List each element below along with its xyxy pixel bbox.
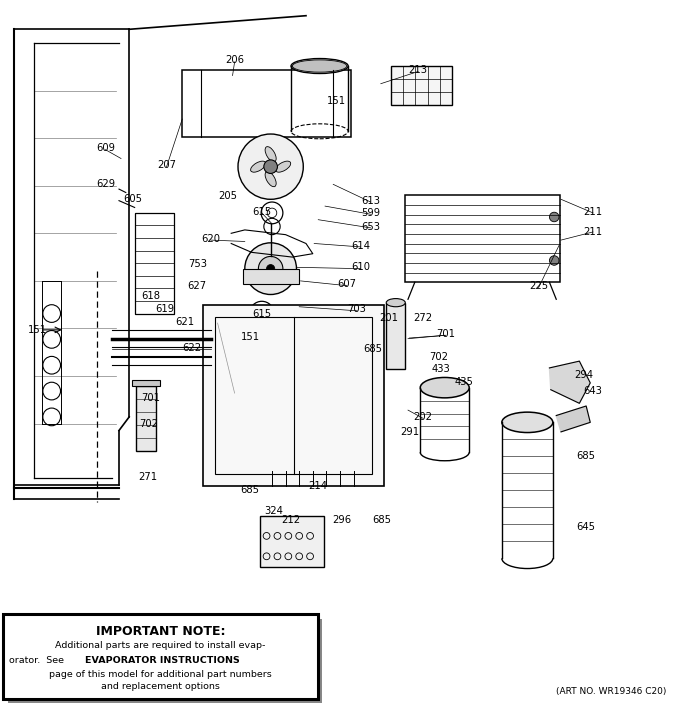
Text: 212: 212 — [282, 515, 301, 525]
Bar — [260, 515, 324, 566]
Text: 753: 753 — [188, 259, 207, 269]
Ellipse shape — [251, 161, 266, 172]
Text: 609: 609 — [96, 144, 115, 153]
Text: page of this model for additional part numbers: page of this model for additional part n… — [49, 670, 272, 679]
Text: Additional parts are required to install evap-: Additional parts are required to install… — [55, 642, 266, 650]
Bar — [386, 302, 405, 369]
Text: 294: 294 — [574, 370, 593, 380]
Circle shape — [549, 256, 559, 265]
Text: orator.  See: orator. See — [9, 656, 67, 666]
Text: 702: 702 — [139, 419, 158, 428]
Text: 703: 703 — [347, 304, 367, 315]
Text: 296: 296 — [332, 515, 351, 525]
Bar — [215, 317, 372, 474]
Text: 620: 620 — [201, 233, 220, 244]
Text: 701: 701 — [141, 393, 160, 403]
FancyBboxPatch shape — [3, 614, 318, 699]
Ellipse shape — [420, 378, 469, 398]
Polygon shape — [549, 361, 590, 403]
Text: 206: 206 — [225, 55, 244, 65]
Text: 211: 211 — [583, 207, 602, 217]
Bar — [135, 213, 174, 313]
Ellipse shape — [265, 171, 276, 187]
Text: 615: 615 — [252, 309, 271, 318]
Text: 622: 622 — [182, 342, 201, 352]
Ellipse shape — [386, 299, 405, 307]
Text: 629: 629 — [96, 179, 115, 189]
Bar — [391, 66, 452, 105]
Text: 685: 685 — [363, 344, 382, 354]
Text: 201: 201 — [379, 313, 398, 323]
Text: 702: 702 — [429, 352, 448, 362]
Text: EVAPORATOR INSTRUCTIONS: EVAPORATOR INSTRUCTIONS — [85, 656, 240, 666]
Text: 613: 613 — [361, 196, 380, 206]
Circle shape — [245, 243, 296, 294]
Text: 435: 435 — [454, 376, 473, 386]
Text: 610: 610 — [351, 262, 370, 273]
Text: 643: 643 — [583, 386, 602, 396]
Polygon shape — [556, 406, 590, 432]
Text: 211: 211 — [583, 227, 602, 237]
Bar — [182, 70, 351, 137]
Bar — [405, 195, 560, 282]
Text: 205: 205 — [218, 191, 237, 201]
Text: 618: 618 — [141, 291, 160, 301]
Text: 225: 225 — [529, 281, 548, 291]
Ellipse shape — [275, 161, 290, 172]
Text: 151: 151 — [241, 331, 260, 341]
Text: 599: 599 — [361, 208, 380, 218]
Bar — [136, 386, 156, 451]
Ellipse shape — [502, 412, 553, 433]
Text: 207: 207 — [157, 160, 176, 170]
Ellipse shape — [265, 146, 276, 162]
Circle shape — [267, 265, 275, 273]
Text: 433: 433 — [431, 364, 450, 374]
Text: 202: 202 — [413, 412, 432, 422]
Bar — [243, 270, 299, 284]
Text: 151: 151 — [327, 96, 346, 106]
Text: 271: 271 — [139, 472, 158, 481]
Text: 605: 605 — [123, 194, 142, 204]
Text: 213: 213 — [409, 65, 428, 75]
Text: 621: 621 — [175, 317, 194, 327]
Text: 614: 614 — [351, 241, 370, 251]
Circle shape — [549, 212, 559, 222]
Text: 291: 291 — [400, 427, 419, 437]
Text: 214: 214 — [309, 481, 328, 492]
Ellipse shape — [292, 60, 347, 72]
Circle shape — [258, 257, 283, 281]
Text: 324: 324 — [264, 506, 283, 515]
Circle shape — [238, 134, 303, 199]
Circle shape — [264, 160, 277, 173]
Text: (ART NO. WR19346 C20): (ART NO. WR19346 C20) — [556, 687, 666, 696]
Text: and replacement options: and replacement options — [101, 682, 220, 691]
Ellipse shape — [291, 59, 348, 73]
Bar — [203, 304, 384, 486]
Text: 685: 685 — [241, 485, 260, 495]
Bar — [132, 379, 160, 386]
Text: 645: 645 — [577, 522, 596, 532]
Text: IMPORTANT NOTE:: IMPORTANT NOTE: — [96, 625, 225, 638]
Text: 627: 627 — [188, 281, 207, 291]
Text: 653: 653 — [361, 222, 380, 231]
Text: 619: 619 — [155, 304, 174, 315]
Text: 151: 151 — [28, 325, 47, 335]
Text: 701: 701 — [436, 329, 455, 339]
Text: 272: 272 — [413, 313, 432, 323]
Text: 607: 607 — [337, 279, 356, 289]
Text: 685: 685 — [373, 515, 392, 525]
Text: 685: 685 — [577, 452, 596, 461]
Text: 615: 615 — [252, 207, 271, 217]
FancyBboxPatch shape — [8, 619, 322, 704]
